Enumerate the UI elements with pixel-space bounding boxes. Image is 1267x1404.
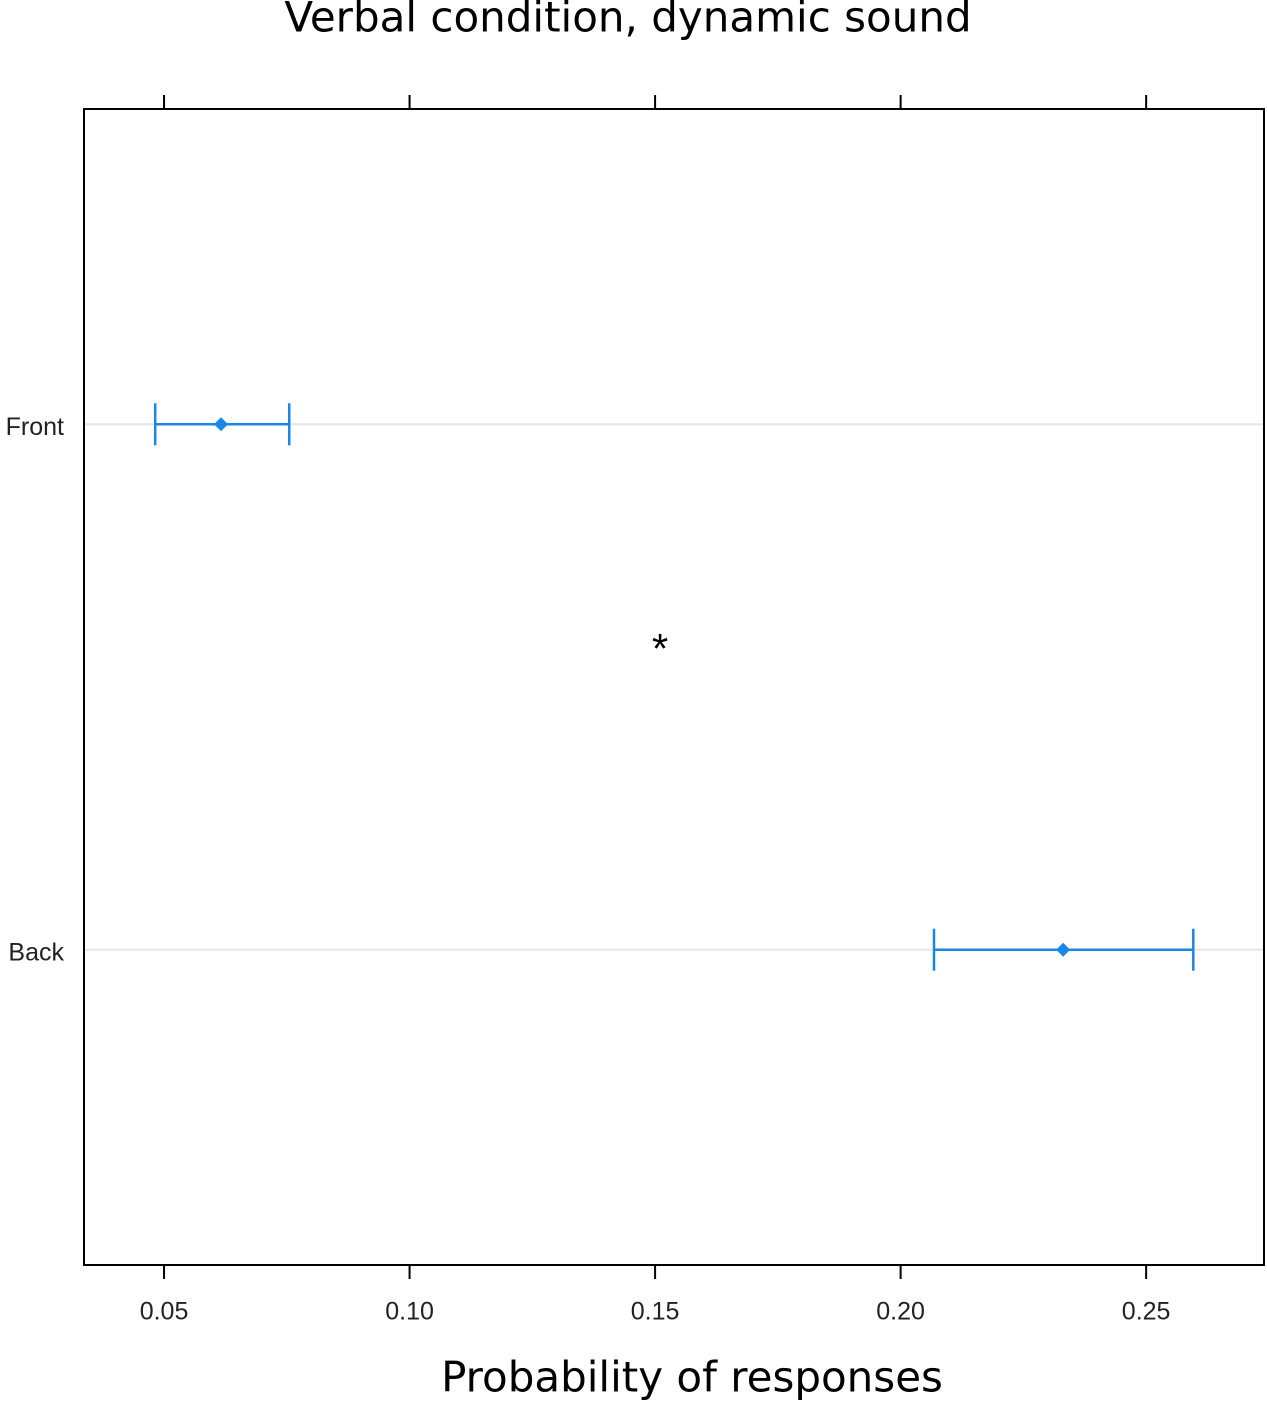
plot-frame: [83, 108, 1265, 1266]
x-tick-label: 0.25: [1122, 1298, 1171, 1326]
point: [1056, 942, 1071, 957]
x-tick-label: 0.10: [385, 1298, 434, 1326]
x-axis-label: Probability of responses: [441, 1353, 943, 1402]
annotation: *: [652, 625, 668, 672]
x-tick-label: 0.15: [631, 1298, 680, 1326]
point: [214, 417, 229, 432]
y-tick-label: Front: [6, 413, 64, 441]
x-tick-label: 0.05: [140, 1298, 189, 1326]
chart-title: Verbal condition, dynamic sound: [284, 0, 971, 42]
x-tick-label: 0.20: [876, 1298, 925, 1326]
y-tick-label: Back: [8, 938, 64, 966]
